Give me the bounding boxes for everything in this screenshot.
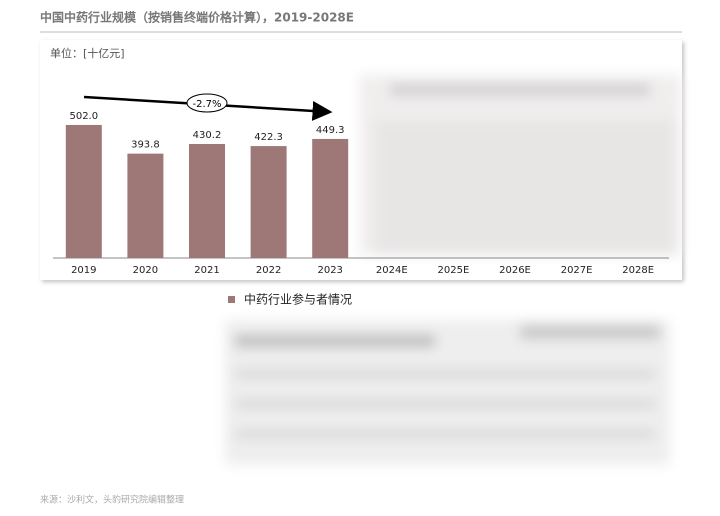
bar (127, 153, 164, 258)
chart-title: 中国中药行业规模（按销售终端价格计算），2019-2028E (40, 10, 354, 25)
section-label: 中药行业参与者情况 (244, 292, 352, 307)
data-label: 449.3 (316, 125, 345, 136)
bar (65, 124, 102, 258)
source: 来源：沙利文，头豹研究院编辑整理 (40, 494, 184, 506)
data-label: 422.3 (254, 132, 283, 143)
data-label: 502.0 (69, 111, 98, 122)
section-marker (228, 296, 235, 303)
x-tick-label: 2020 (133, 265, 158, 276)
annotation: -2.7% (192, 99, 221, 110)
blurred-area (360, 75, 680, 255)
x-tick-label: 2024E (376, 265, 408, 276)
data-label: 430.2 (193, 130, 222, 141)
blurred-table (225, 320, 670, 465)
x-tick-label: 2023 (317, 265, 342, 276)
x-tick-label: 2022 (256, 265, 281, 276)
x-tick-label: 2021 (194, 265, 219, 276)
bar (312, 138, 349, 258)
x-tick-label: 2026E (499, 265, 531, 276)
annotation-badge (186, 93, 228, 113)
x-tick-label: 2019 (71, 265, 96, 276)
bar (189, 143, 225, 258)
unit-label: 单位：[十亿元] (50, 46, 125, 60)
x-tick-label: 2028E (622, 265, 654, 276)
data-label: 393.8 (131, 140, 160, 151)
bar (250, 146, 287, 258)
x-tick-label: 2025E (438, 265, 470, 276)
x-tick-label: 2027E (561, 265, 593, 276)
